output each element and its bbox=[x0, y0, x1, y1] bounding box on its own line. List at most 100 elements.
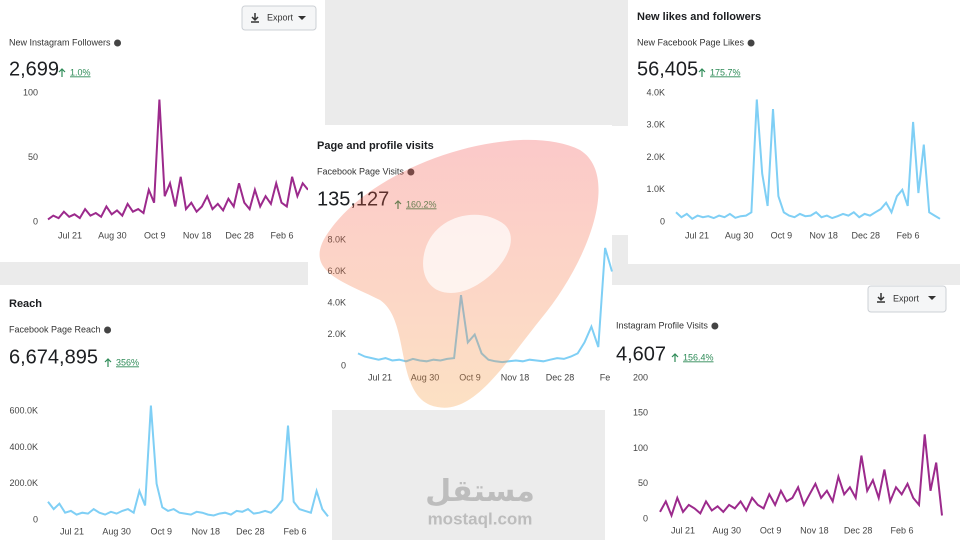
x-tick-label: Feb 6 bbox=[270, 230, 293, 240]
y-tick-label: 4.0K bbox=[327, 297, 346, 307]
info-icon bbox=[711, 322, 719, 330]
y-tick-label: 100 bbox=[23, 87, 38, 97]
x-tick-label: Jul 21 bbox=[368, 372, 392, 382]
y-tick-label: 400.0K bbox=[9, 442, 38, 452]
change-value: 156.4% bbox=[683, 352, 714, 362]
y-tick-label: 0 bbox=[33, 514, 38, 524]
panel-background bbox=[628, 0, 960, 264]
up-arrow bbox=[104, 358, 112, 367]
x-tick-label: Nov 18 bbox=[183, 230, 212, 240]
x-tick-label: Dec 28 bbox=[225, 230, 254, 240]
y-tick-label: 2.0K bbox=[327, 329, 346, 339]
y-tick-label: 0 bbox=[341, 360, 346, 370]
dropdown-caret bbox=[298, 16, 306, 20]
x-tick-label: Jul 21 bbox=[685, 230, 709, 240]
x-tick-label: Oct 9 bbox=[144, 230, 166, 240]
y-tick-label: 0 bbox=[643, 513, 648, 523]
x-tick-label: Jul 21 bbox=[60, 526, 84, 536]
y-tick-label: 2.0K bbox=[646, 152, 665, 162]
x-tick-label: Fe bbox=[600, 372, 611, 382]
x-tick-label: Feb 6 bbox=[890, 525, 913, 535]
panel-background bbox=[0, 285, 332, 540]
y-tick-label: 1.0K bbox=[646, 184, 665, 194]
backdrop bbox=[0, 262, 312, 285]
metric-label: New Facebook Page Likes bbox=[637, 37, 745, 47]
panel: Export New Instagram Followers 2,699 1.0% 0 5… bbox=[0, 0, 325, 262]
x-tick-label: Jul 21 bbox=[671, 525, 695, 535]
x-tick-label: Aug 30 bbox=[725, 230, 754, 240]
panel-title: New likes and followers bbox=[637, 11, 761, 23]
x-tick-label: Feb 6 bbox=[896, 230, 919, 240]
data-line bbox=[659, 434, 943, 519]
x-tick-label: Nov 18 bbox=[809, 230, 838, 240]
y-tick-label: 3.0K bbox=[646, 120, 665, 130]
x-tick-label: Dec 28 bbox=[844, 525, 873, 535]
x-tick-label: Oct 9 bbox=[760, 525, 782, 535]
x-tick-label: Dec 28 bbox=[546, 372, 575, 382]
download-icon bbox=[251, 13, 259, 23]
x-tick-label: Aug 30 bbox=[102, 526, 131, 536]
metric-label: Facebook Page Visits bbox=[317, 166, 404, 176]
up-arrow bbox=[671, 353, 679, 362]
data-line bbox=[47, 99, 309, 221]
info-icon bbox=[104, 326, 112, 334]
y-tick-label: 200.0K bbox=[9, 478, 38, 488]
export-button[interactable]: Export bbox=[867, 285, 947, 313]
export-button-box bbox=[241, 5, 317, 31]
x-tick-label: Dec 28 bbox=[852, 230, 881, 240]
panel-title: Reach bbox=[9, 298, 42, 310]
y-tick-label: 4.0K bbox=[646, 87, 665, 97]
y-tick-label: 150 bbox=[633, 408, 648, 418]
data-line bbox=[47, 405, 329, 518]
x-tick-label: Aug 30 bbox=[713, 525, 742, 535]
export-button[interactable]: Export bbox=[241, 5, 317, 31]
change-value: 1.0% bbox=[70, 67, 91, 77]
panel-title: Page and profile visits bbox=[317, 140, 434, 152]
change-value: 356% bbox=[116, 357, 139, 367]
x-tick-label: Jul 21 bbox=[58, 230, 82, 240]
backdrop bbox=[332, 410, 605, 540]
x-tick-label: Nov 18 bbox=[192, 526, 221, 536]
export-label: Export bbox=[267, 12, 294, 22]
metric-value: 4,607 bbox=[616, 343, 666, 365]
x-tick-label: Feb 6 bbox=[283, 526, 306, 536]
x-tick-label: Oct 9 bbox=[771, 230, 793, 240]
export-button-box bbox=[867, 285, 947, 313]
metric-value: 6,674,895 bbox=[9, 346, 98, 368]
x-tick-label: Aug 30 bbox=[98, 230, 127, 240]
x-tick-label: Dec 28 bbox=[236, 526, 265, 536]
metric-label: Facebook Page Reach bbox=[9, 324, 101, 334]
y-tick-label: 0 bbox=[33, 216, 38, 226]
y-tick-label: 600.0K bbox=[9, 405, 38, 415]
metric-label: Instagram Profile Visits bbox=[616, 320, 708, 330]
up-arrow bbox=[698, 68, 706, 77]
panel: Reach Facebook Page Reach 6,674,895 356% 0 20… bbox=[0, 285, 332, 540]
metric-label: New Instagram Followers bbox=[9, 37, 111, 47]
export-label: Export bbox=[893, 293, 920, 303]
x-tick-label: Oct 9 bbox=[150, 526, 172, 536]
panel: New likes and followers New Facebook Page… bbox=[628, 0, 960, 264]
y-tick-label: 0 bbox=[660, 216, 665, 226]
info-icon bbox=[747, 39, 755, 47]
dropdown-caret bbox=[928, 296, 936, 300]
watermark-site: mostaql.com bbox=[428, 509, 533, 528]
y-tick-label: 50 bbox=[28, 152, 38, 162]
info-icon bbox=[114, 39, 122, 47]
y-tick-label: 50 bbox=[638, 478, 648, 488]
watermark-hole bbox=[423, 214, 511, 293]
metric-value: 56,405 bbox=[637, 58, 698, 80]
download-icon bbox=[877, 293, 885, 303]
panel-background bbox=[0, 0, 325, 262]
watermark-arabic: مستقل bbox=[425, 475, 535, 508]
up-arrow bbox=[58, 68, 66, 77]
change-value: 175.7% bbox=[710, 67, 741, 77]
x-tick-label: Nov 18 bbox=[501, 372, 530, 382]
y-tick-label: 200 bbox=[633, 372, 648, 382]
x-tick-label: Nov 18 bbox=[800, 525, 829, 535]
metric-value: 2,699 bbox=[9, 58, 59, 80]
y-tick-label: 100 bbox=[633, 443, 648, 453]
backdrop bbox=[325, 0, 628, 126]
data-line bbox=[675, 99, 941, 221]
